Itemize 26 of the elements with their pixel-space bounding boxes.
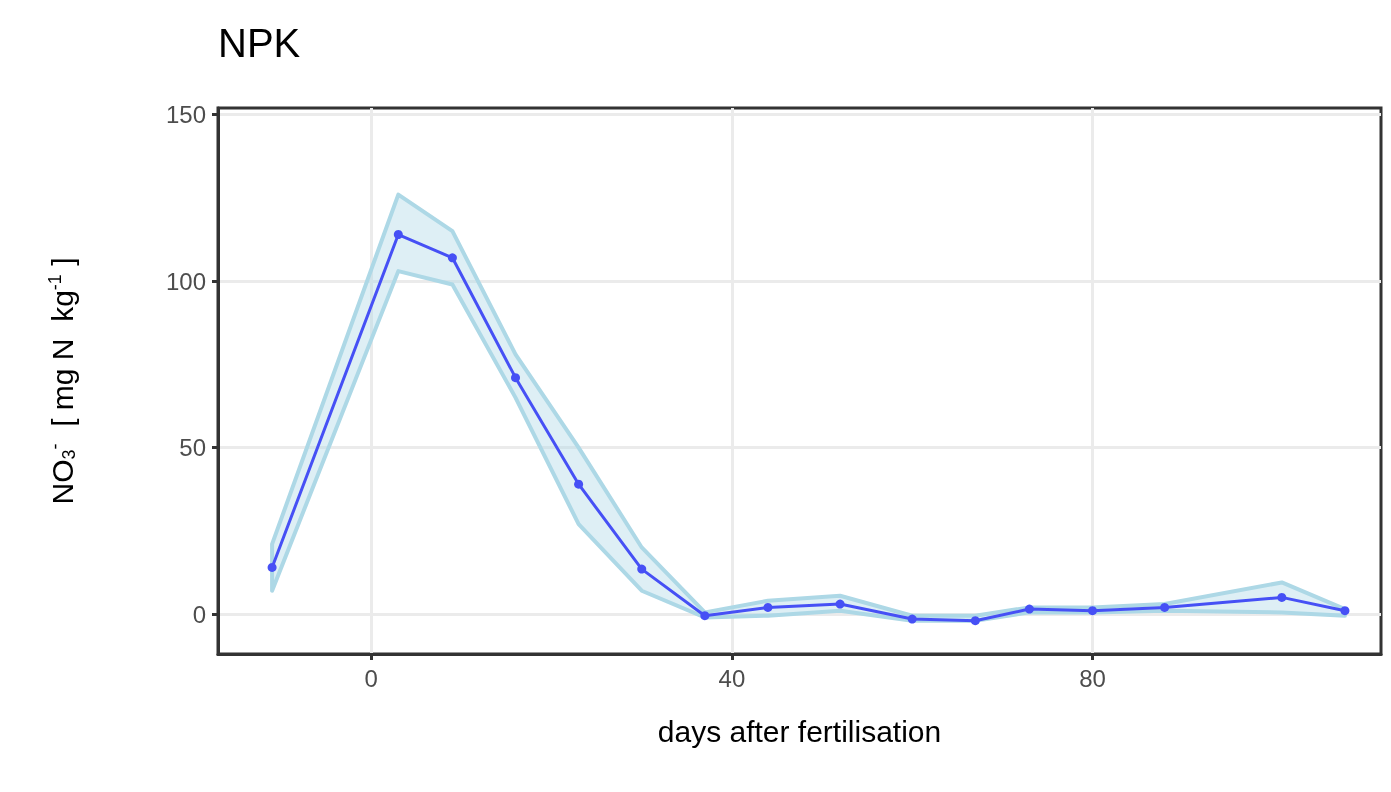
point xyxy=(511,373,521,383)
point xyxy=(1277,592,1287,602)
point xyxy=(1340,606,1350,616)
point xyxy=(574,479,584,489)
point xyxy=(1088,606,1097,616)
point xyxy=(267,562,277,572)
x-tick-label: 40 xyxy=(718,664,746,692)
y-tick-label: 0 xyxy=(192,600,206,628)
y-tick-label: 100 xyxy=(165,267,206,295)
point xyxy=(835,599,845,609)
point xyxy=(907,614,917,624)
point xyxy=(700,611,710,621)
point xyxy=(447,253,457,263)
point xyxy=(1024,604,1034,614)
point xyxy=(763,602,773,612)
point xyxy=(970,616,980,626)
x-tick-label: 80 xyxy=(1079,664,1106,692)
y-tick-label: 50 xyxy=(179,434,206,462)
y-axis-title: NO3- [ mg N kg-1 ] xyxy=(45,257,79,505)
point xyxy=(393,230,403,240)
point xyxy=(637,564,647,574)
y-tick-label: 150 xyxy=(165,101,206,129)
x-tick-label: 0 xyxy=(364,664,378,692)
point xyxy=(1160,602,1170,612)
x-axis-title: days after fertilisation xyxy=(657,714,942,748)
chart-title: NPK xyxy=(218,21,301,65)
